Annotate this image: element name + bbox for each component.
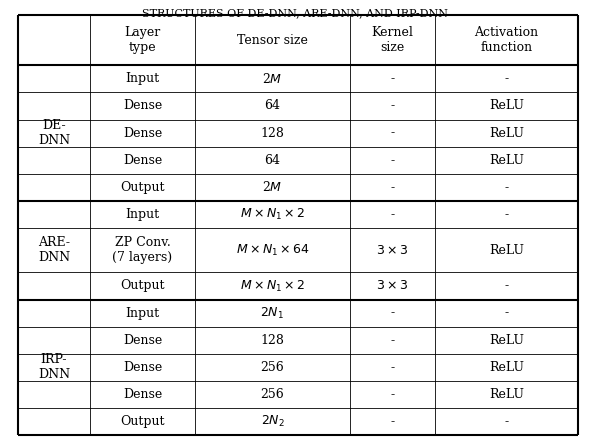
Text: Layer
type: Layer type (124, 26, 160, 54)
Text: -: - (504, 279, 509, 293)
Text: ReLU: ReLU (489, 154, 524, 167)
Text: Activation
function: Activation function (474, 26, 539, 54)
Text: -: - (504, 72, 509, 85)
Text: -: - (504, 208, 509, 221)
Text: Input: Input (126, 307, 159, 319)
Text: ReLU: ReLU (489, 361, 524, 374)
Text: -: - (391, 208, 395, 221)
Text: Dense: Dense (123, 334, 162, 347)
Text: -: - (391, 181, 395, 194)
Text: -: - (504, 181, 509, 194)
Text: $2N_2$: $2N_2$ (261, 414, 284, 429)
Text: 256: 256 (261, 388, 284, 401)
Text: -: - (391, 415, 395, 428)
Text: $2N_1$: $2N_1$ (260, 305, 284, 321)
Text: $3 \times 3$: $3 \times 3$ (376, 279, 409, 293)
Text: 2$M$: 2$M$ (263, 72, 283, 86)
Text: ReLU: ReLU (489, 244, 524, 257)
Text: -: - (391, 334, 395, 347)
Text: Kernel
size: Kernel size (372, 26, 414, 54)
Text: Dense: Dense (123, 154, 162, 167)
Text: Dense: Dense (123, 127, 162, 139)
Text: 128: 128 (261, 127, 284, 139)
Text: ReLU: ReLU (489, 127, 524, 139)
Text: -: - (391, 99, 395, 113)
Text: Dense: Dense (123, 99, 162, 113)
Text: Dense: Dense (123, 388, 162, 401)
Text: ARE-
DNN: ARE- DNN (38, 236, 70, 264)
Text: -: - (391, 127, 395, 139)
Text: Output: Output (120, 415, 165, 428)
Text: -: - (504, 307, 509, 319)
Text: -: - (504, 415, 509, 428)
Text: -: - (391, 307, 395, 319)
Text: -: - (391, 154, 395, 167)
Text: Tensor size: Tensor size (237, 34, 308, 47)
Text: $3 \times 3$: $3 \times 3$ (376, 244, 409, 257)
Text: Output: Output (120, 279, 165, 293)
Text: Input: Input (126, 208, 159, 221)
Text: 256: 256 (261, 361, 284, 374)
Text: 128: 128 (261, 334, 284, 347)
Text: ReLU: ReLU (489, 99, 524, 113)
Text: Output: Output (120, 181, 165, 194)
Text: ZP Conv.
(7 layers): ZP Conv. (7 layers) (113, 236, 172, 264)
Text: $M \times N_1 \times 2$: $M \times N_1 \times 2$ (240, 207, 305, 222)
Text: 64: 64 (264, 154, 280, 167)
Text: DE-
DNN: DE- DNN (38, 119, 70, 147)
Text: $M \times N_1 \times 64$: $M \times N_1 \times 64$ (235, 242, 310, 258)
Text: $M \times N_1 \times 2$: $M \times N_1 \times 2$ (240, 279, 305, 293)
Text: STRUCTURES OF DE-DNN, ARE-DNN, AND IRP-DNN: STRUCTURES OF DE-DNN, ARE-DNN, AND IRP-D… (142, 8, 448, 18)
Text: IRP-
DNN: IRP- DNN (38, 353, 70, 381)
Text: 64: 64 (264, 99, 280, 113)
Text: -: - (391, 72, 395, 85)
Text: ReLU: ReLU (489, 388, 524, 401)
Text: -: - (391, 388, 395, 401)
Text: Dense: Dense (123, 361, 162, 374)
Text: 2$M$: 2$M$ (263, 180, 283, 194)
Text: Input: Input (126, 72, 159, 85)
Text: -: - (391, 361, 395, 374)
Text: ReLU: ReLU (489, 334, 524, 347)
